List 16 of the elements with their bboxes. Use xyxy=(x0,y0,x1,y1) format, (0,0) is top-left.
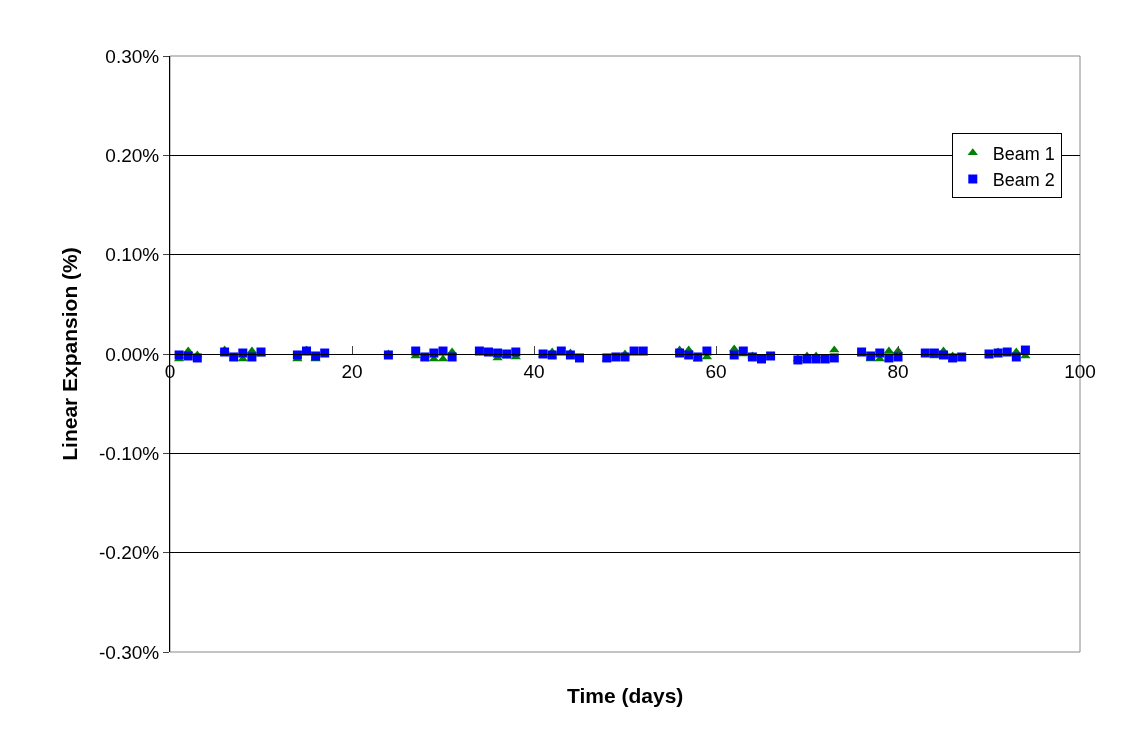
y-tick-label: -0.20% xyxy=(99,542,160,564)
y-tick-label: -0.30% xyxy=(99,641,160,663)
y-tick-label: 0.20% xyxy=(105,144,160,166)
x-tick-label: 40 xyxy=(523,360,545,382)
x-tick-label: 80 xyxy=(887,360,909,382)
x-tick-label: 60 xyxy=(705,360,727,382)
y-axis-title: Linear Expansion (%) xyxy=(58,247,82,461)
x-axis-title: Time (days) xyxy=(567,684,684,707)
y-tick-label: 0.00% xyxy=(105,343,160,365)
legend-label: Beam 1 xyxy=(992,143,1055,164)
y-tick-label: -0.10% xyxy=(99,442,160,464)
y-tick-label: 0.30% xyxy=(105,45,160,67)
x-tick-label: 20 xyxy=(341,360,363,382)
legend-label: Beam 2 xyxy=(992,170,1055,191)
x-tick-label: 100 xyxy=(1064,360,1096,382)
y-tick-label: 0.10% xyxy=(105,244,160,266)
